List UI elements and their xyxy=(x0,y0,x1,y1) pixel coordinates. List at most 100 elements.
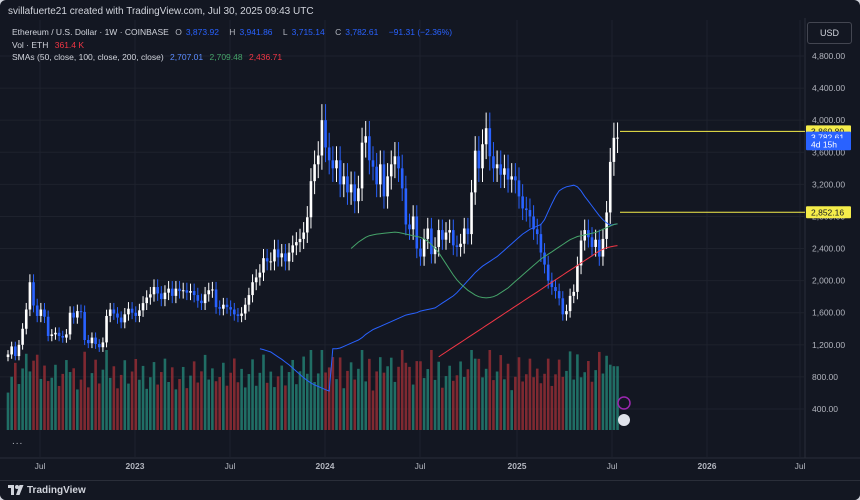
volume-bar xyxy=(68,372,72,430)
volume-bar xyxy=(167,382,170,430)
candle-body xyxy=(320,120,324,156)
candle-body xyxy=(302,232,305,239)
candle-body xyxy=(576,265,579,292)
volume-bar xyxy=(6,392,10,430)
candle-body xyxy=(368,136,371,161)
sma50-value: 2,707.01 xyxy=(170,52,204,62)
volume-bar xyxy=(459,361,462,430)
volume-bar xyxy=(233,358,236,430)
candle-body xyxy=(76,311,79,318)
volume-bar xyxy=(265,382,269,430)
candle-body xyxy=(430,228,433,255)
sma-legend[interactable]: SMAs (50, close, 100, close, 200, close)… xyxy=(12,52,286,62)
volume-bar xyxy=(587,361,590,430)
volume-bar xyxy=(298,371,302,430)
candle-body xyxy=(437,230,440,247)
tradingview-logo-icon xyxy=(8,485,24,495)
volume-bar xyxy=(554,374,557,430)
candle-body xyxy=(170,288,174,296)
volume-bar xyxy=(335,379,338,430)
volume-bar xyxy=(287,372,291,430)
volume-bar xyxy=(521,381,524,430)
volume-bar xyxy=(116,388,119,430)
volume-bar xyxy=(364,381,367,430)
price-label: 4d 15h xyxy=(811,139,837,149)
candle-body xyxy=(262,258,265,273)
candle-body xyxy=(492,156,495,169)
candle-body xyxy=(488,128,492,157)
volume-bar xyxy=(452,380,455,430)
x-tick-label: Jul xyxy=(795,461,806,471)
candle-body xyxy=(342,176,346,185)
candle-body xyxy=(441,230,444,240)
volume-bar xyxy=(192,361,196,430)
volume-bar xyxy=(393,381,397,430)
volume-bar xyxy=(50,377,54,430)
candle-body xyxy=(433,246,437,255)
currency-selector[interactable]: USD xyxy=(807,22,852,44)
volume-bar xyxy=(207,379,211,430)
price-chart[interactable]: 4,800.00 4,400.00 4,000.00 3,600.00 3,200.00… xyxy=(0,0,860,480)
candle-body xyxy=(572,291,576,296)
volume-bar xyxy=(506,363,510,430)
symbol-legend[interactable]: Ethereum / U.S. Dollar · 1W · COINBASE O… xyxy=(12,27,456,37)
volume-bar xyxy=(273,387,276,430)
volume-bar xyxy=(386,366,389,430)
candle-body xyxy=(389,164,393,177)
ohlc-low: L 3,715.14 xyxy=(282,27,325,37)
sma100-value: 2,709.48 xyxy=(209,52,243,62)
candle-body xyxy=(32,282,35,306)
candle-body xyxy=(181,290,185,292)
volume-bar xyxy=(295,384,298,430)
candle-body xyxy=(87,340,90,344)
volume-legend[interactable]: Vol · ETH 361.4 K xyxy=(12,40,88,50)
volume-bar xyxy=(525,374,528,430)
candle-body xyxy=(39,309,43,316)
candle-body xyxy=(200,300,203,304)
candle-body xyxy=(594,239,597,247)
volume-bar xyxy=(499,355,503,430)
volume-bar xyxy=(331,357,335,430)
candle-body xyxy=(528,210,532,217)
price-label: 2,852.16 xyxy=(811,207,844,217)
volume-bar xyxy=(203,354,207,430)
volume-bar xyxy=(375,371,378,430)
candle-body xyxy=(309,181,313,218)
candle-body xyxy=(167,288,170,293)
volume-bar xyxy=(543,373,546,430)
x-tick-label: Jul xyxy=(607,461,618,471)
x-tick-label: Jul xyxy=(35,461,46,471)
candle-body xyxy=(83,311,86,341)
volume-bar xyxy=(178,379,181,430)
candle-body xyxy=(97,344,101,348)
candle-body xyxy=(375,166,378,185)
candle-body xyxy=(127,308,130,315)
candle-body xyxy=(382,164,386,197)
volume-bar xyxy=(134,359,138,430)
sma200-value: 2,436.71 xyxy=(248,52,283,62)
candle-body xyxy=(338,160,342,185)
candle-body xyxy=(554,287,557,292)
candle-body xyxy=(455,245,459,247)
volume-bar xyxy=(557,359,561,430)
event-lightning-icon xyxy=(617,396,631,410)
plot-area[interactable]: 4,800.00 4,400.00 4,000.00 3,600.00 3,200.00… xyxy=(0,0,860,480)
x-tick-label: 2026 xyxy=(698,461,717,471)
candle-body xyxy=(503,168,506,175)
more-indicators-button[interactable]: ... xyxy=(12,436,24,447)
candle-body xyxy=(335,160,338,169)
volume-bar xyxy=(54,364,57,430)
volume-bar xyxy=(539,383,543,430)
volume-bar xyxy=(389,357,393,430)
volume-bar xyxy=(495,371,499,430)
volume-bar xyxy=(455,375,459,430)
candle-body xyxy=(149,294,152,298)
candle-body xyxy=(557,291,561,299)
volume-bar xyxy=(291,359,294,430)
candle-body xyxy=(517,180,521,197)
volume-bar xyxy=(368,358,371,430)
candle-body xyxy=(189,291,192,293)
candle-body xyxy=(349,184,353,193)
volume-bar xyxy=(123,360,127,430)
